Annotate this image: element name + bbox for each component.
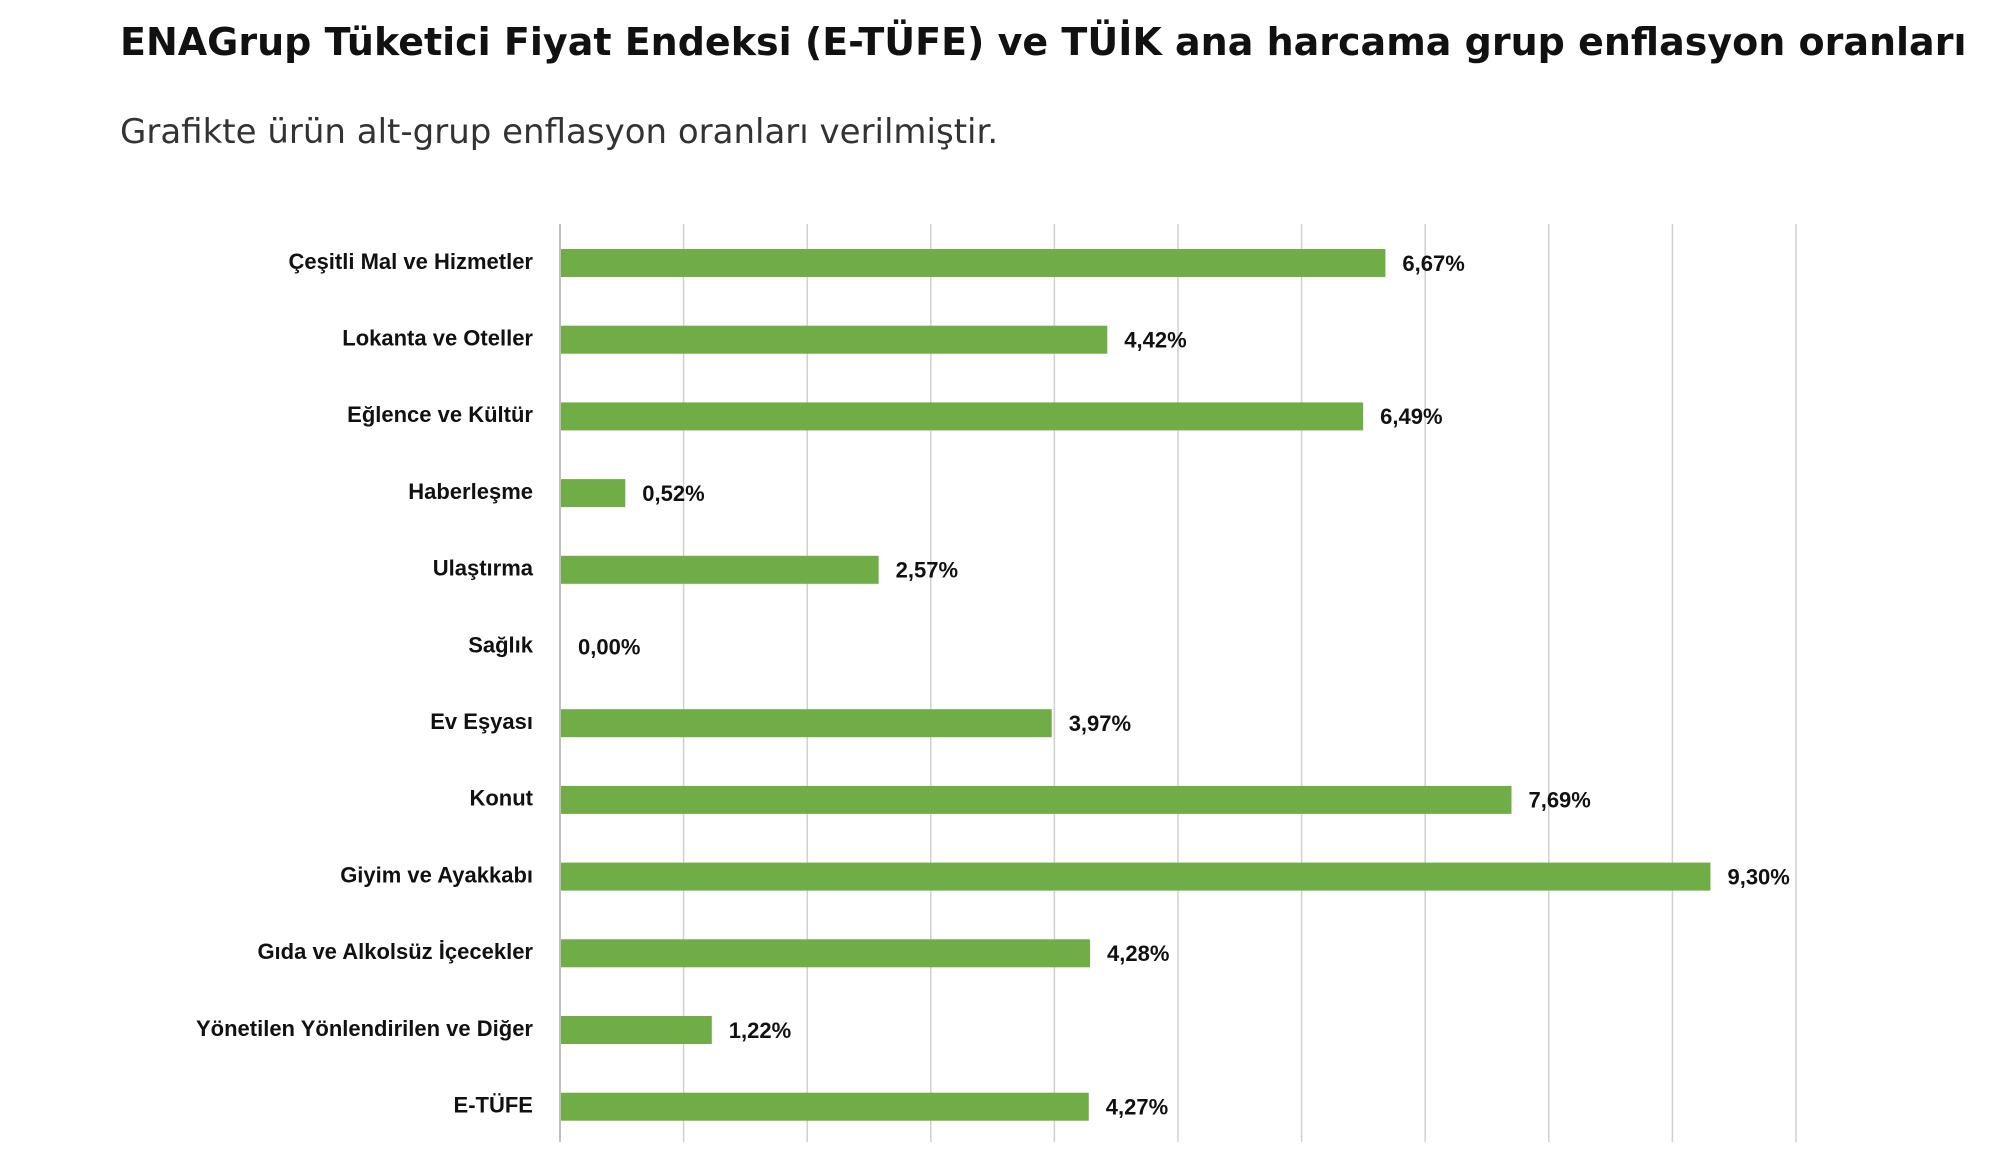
bar [561, 1092, 1089, 1121]
value-label: 2,57% [896, 558, 958, 583]
value-label: 4,42% [1124, 328, 1186, 353]
value-label: 3,97% [1069, 711, 1131, 736]
value-label: 4,27% [1106, 1095, 1168, 1120]
value-label: 4,28% [1107, 941, 1169, 966]
chart-subtitle: Grafikte ürün alt-grup enflasyon oranlar… [120, 112, 999, 152]
category-label: Giyim ve Ayakkabı [340, 862, 533, 887]
value-label: 0,52% [642, 481, 704, 506]
category-label: Sağlık [468, 632, 534, 657]
category-label: Ev Eşyası [430, 709, 533, 734]
category-label: Haberleşme [408, 479, 533, 504]
chart-title: ENAGrup Tüketici Fiyat Endeksi (E-TÜFE) … [120, 20, 1967, 64]
bar [561, 862, 1711, 891]
category-label: Eğlence ve Kültür [347, 402, 533, 427]
grid-lines [559, 224, 1797, 1142]
category-label: Lokanta ve Oteller [342, 326, 533, 351]
bar [561, 249, 1386, 277]
bar [561, 402, 1364, 431]
category-label: Çeşitli Mal ve Hizmetler [288, 249, 533, 274]
category-label: E-TÜFE [454, 1093, 533, 1118]
bar [561, 1016, 712, 1044]
value-label: 6,67% [1402, 251, 1464, 276]
category-label: Konut [469, 786, 533, 811]
value-labels: 6,67% 4,42% 6,49% 0,52% 2,57% 0,00% 3,97% 7,69%… [578, 251, 1790, 1120]
bar [561, 785, 1512, 814]
value-label: 0,00% [578, 634, 640, 659]
category-label: Yönetilen Yönlendirilen ve Diğer [196, 1016, 533, 1041]
category-label: Ulaştırma [433, 556, 534, 581]
value-label: 6,49% [1380, 404, 1442, 429]
value-label: 1,22% [729, 1018, 791, 1043]
bar [561, 709, 1052, 738]
bar [561, 325, 1108, 354]
value-label: 9,30% [1727, 864, 1789, 889]
value-label: 7,69% [1528, 788, 1590, 813]
category-label: Gıda ve Alkolsüz İçecekler [257, 939, 533, 964]
bar [561, 939, 1091, 968]
bars [561, 249, 1711, 1121]
bar [561, 555, 879, 584]
category-labels: Çeşitli Mal ve Hizmetler Lokanta ve Otell… [196, 249, 534, 1118]
bar [561, 479, 626, 508]
